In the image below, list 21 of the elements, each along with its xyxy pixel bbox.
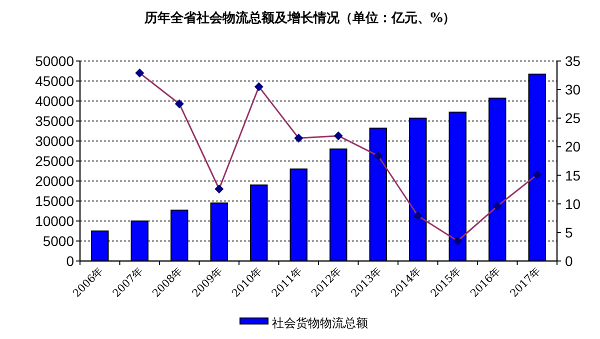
y2-tick-label: 0	[565, 253, 573, 269]
y-tick-label: 25000	[35, 153, 74, 169]
y-tick-label: 40000	[35, 93, 74, 109]
y2-tick-label: 35	[565, 53, 581, 69]
y-tick-label: 0	[66, 253, 74, 269]
y-tick-label: 30000	[35, 133, 74, 149]
y-tick-label: 20000	[35, 173, 74, 189]
y-tick-label: 15000	[35, 193, 74, 209]
y2-tick-label: 15	[565, 167, 581, 184]
y-tick-label: 10000	[35, 213, 74, 229]
legend-label: 社会货物物流总额	[272, 316, 368, 330]
y2-tick-label: 30	[565, 82, 581, 98]
y2-tick-label: 10	[565, 196, 581, 212]
y-tick-label: 50000	[35, 53, 74, 69]
y-tick-label: 35000	[35, 113, 74, 129]
y-tick-label: 45000	[35, 73, 74, 89]
y2-tick-label: 25	[565, 110, 581, 126]
y-tick-label: 5000	[42, 233, 74, 249]
chart-title: 历年全省社会物流总额及增长情况（单位：亿元、%）	[143, 10, 456, 26]
y2-tick-label: 5	[565, 224, 573, 240]
y2-tick-label: 20	[565, 138, 581, 155]
